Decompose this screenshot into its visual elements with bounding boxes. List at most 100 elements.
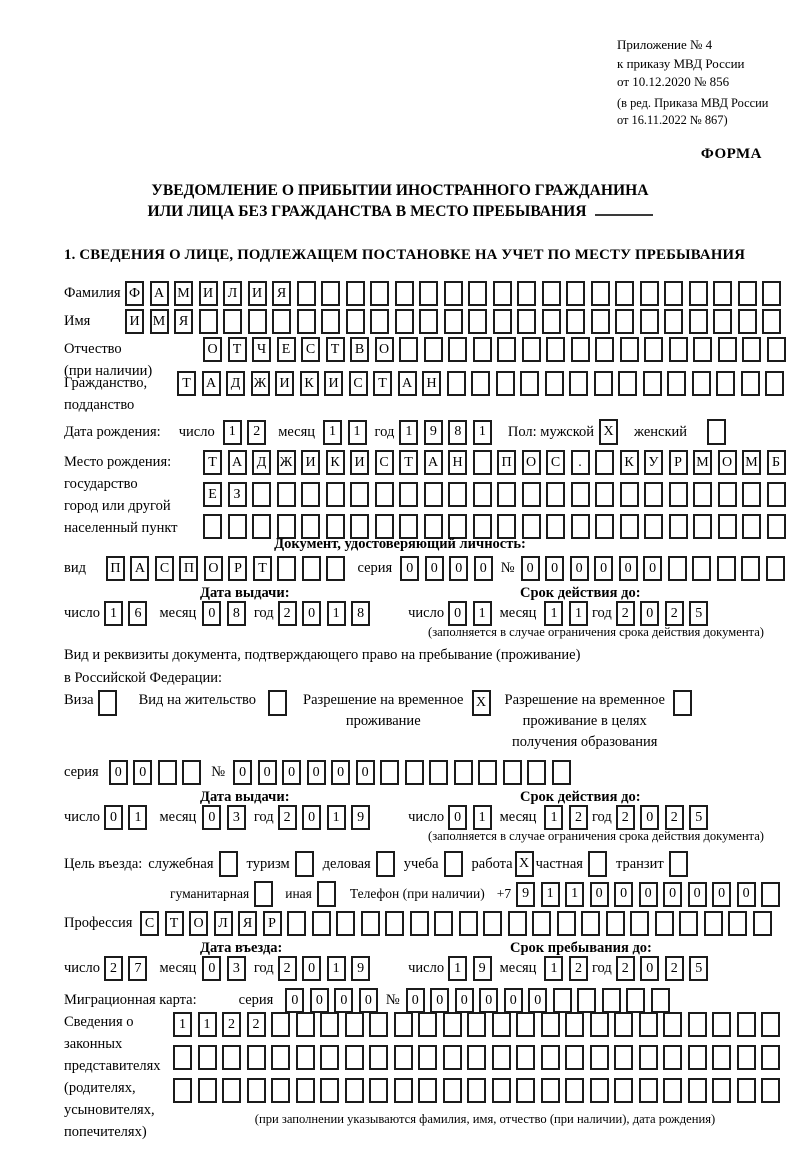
- char-cell[interactable]: [687, 1078, 707, 1103]
- char-cell[interactable]: [182, 760, 202, 785]
- char-cell[interactable]: [544, 371, 564, 396]
- char-cell[interactable]: [325, 482, 345, 507]
- char-cell[interactable]: [247, 309, 267, 334]
- char-cell[interactable]: [326, 556, 346, 581]
- char-cell[interactable]: 0: [479, 988, 499, 1013]
- char-cell[interactable]: Ж: [250, 371, 270, 396]
- char-cell[interactable]: 0: [687, 881, 707, 907]
- char-cell[interactable]: [468, 309, 487, 334]
- char-cell[interactable]: Ч: [252, 337, 271, 362]
- char-cell[interactable]: [478, 760, 498, 785]
- char-cell[interactable]: [448, 337, 467, 362]
- char-cell[interactable]: [717, 482, 737, 507]
- char-cell[interactable]: [497, 482, 516, 507]
- char-cell[interactable]: [668, 514, 688, 539]
- char-cell[interactable]: Ж: [276, 450, 296, 475]
- char-cell[interactable]: [527, 760, 547, 785]
- char-cell[interactable]: [740, 371, 760, 396]
- char-cell[interactable]: С: [348, 371, 368, 396]
- char-cell[interactable]: [393, 1045, 413, 1070]
- purpose-other-checkbox[interactable]: [316, 881, 336, 907]
- char-cell[interactable]: [688, 281, 708, 306]
- char-cell[interactable]: [693, 337, 712, 362]
- char-cell[interactable]: [423, 482, 443, 507]
- char-cell[interactable]: [495, 371, 515, 396]
- char-cell[interactable]: Н: [448, 450, 467, 475]
- char-cell[interactable]: [693, 482, 712, 507]
- char-cell[interactable]: Т: [227, 337, 247, 362]
- char-cell[interactable]: [765, 556, 785, 581]
- char-cell[interactable]: [737, 309, 757, 334]
- char-cell[interactable]: [453, 760, 473, 785]
- char-cell[interactable]: 2: [247, 419, 267, 445]
- char-cell[interactable]: 0: [736, 881, 756, 907]
- char-cell[interactable]: О: [203, 556, 223, 581]
- char-cell[interactable]: 1: [347, 419, 367, 445]
- char-cell[interactable]: [321, 309, 340, 334]
- char-cell[interactable]: [761, 1078, 780, 1103]
- char-cell[interactable]: [540, 1045, 560, 1070]
- char-cell[interactable]: [703, 911, 723, 936]
- char-cell[interactable]: [713, 309, 732, 334]
- char-cell[interactable]: [442, 1012, 462, 1037]
- char-cell[interactable]: 9: [516, 881, 536, 907]
- char-cell[interactable]: О: [717, 450, 737, 475]
- char-cell[interactable]: [569, 371, 588, 396]
- char-cell[interactable]: [630, 911, 649, 936]
- char-cell[interactable]: [350, 482, 369, 507]
- char-cell[interactable]: 1: [568, 601, 588, 626]
- char-cell[interactable]: [619, 482, 639, 507]
- char-cell[interactable]: Я: [174, 309, 193, 334]
- char-cell[interactable]: [566, 281, 585, 306]
- char-cell[interactable]: 0: [640, 601, 660, 626]
- char-cell[interactable]: [252, 514, 271, 539]
- char-cell[interactable]: [595, 482, 614, 507]
- char-cell[interactable]: [521, 482, 541, 507]
- char-cell[interactable]: [664, 281, 683, 306]
- char-cell[interactable]: [369, 1012, 388, 1037]
- char-cell[interactable]: 1: [448, 956, 468, 981]
- char-cell[interactable]: [472, 450, 492, 475]
- char-cell[interactable]: [626, 988, 646, 1013]
- char-cell[interactable]: [502, 760, 522, 785]
- char-cell[interactable]: [546, 514, 565, 539]
- char-cell[interactable]: Р: [228, 556, 248, 581]
- char-cell[interactable]: [491, 1078, 511, 1103]
- char-cell[interactable]: [467, 1045, 486, 1070]
- char-cell[interactable]: [570, 337, 590, 362]
- char-cell[interactable]: Р: [668, 450, 688, 475]
- char-cell[interactable]: [667, 556, 687, 581]
- char-cell[interactable]: С: [374, 450, 394, 475]
- char-cell[interactable]: А: [130, 556, 150, 581]
- char-cell[interactable]: [577, 988, 597, 1013]
- char-cell[interactable]: Е: [276, 337, 296, 362]
- char-cell[interactable]: 1: [399, 419, 419, 445]
- char-cell[interactable]: [570, 482, 590, 507]
- char-cell[interactable]: 2: [664, 956, 684, 981]
- char-cell[interactable]: [227, 514, 247, 539]
- char-cell[interactable]: [301, 514, 320, 539]
- char-cell[interactable]: [336, 911, 355, 936]
- char-cell[interactable]: О: [203, 337, 222, 362]
- char-cell[interactable]: [556, 911, 576, 936]
- char-cell[interactable]: [252, 482, 271, 507]
- char-cell[interactable]: [642, 371, 662, 396]
- char-cell[interactable]: 0: [202, 956, 222, 981]
- sex-male-checkbox[interactable]: X: [599, 419, 619, 445]
- char-cell[interactable]: 9: [351, 805, 371, 830]
- char-cell[interactable]: [761, 1045, 780, 1070]
- char-cell[interactable]: 1: [565, 881, 585, 907]
- char-cell[interactable]: У: [644, 450, 663, 475]
- char-cell[interactable]: [223, 309, 242, 334]
- char-cell[interactable]: [516, 1045, 535, 1070]
- char-cell[interactable]: О: [521, 450, 541, 475]
- char-cell[interactable]: К: [299, 371, 319, 396]
- char-cell[interactable]: А: [227, 450, 247, 475]
- char-cell[interactable]: [614, 1078, 633, 1103]
- char-cell[interactable]: [595, 337, 614, 362]
- char-cell[interactable]: 5: [689, 956, 709, 981]
- char-cell[interactable]: [443, 309, 463, 334]
- char-cell[interactable]: 0: [545, 556, 565, 581]
- char-cell[interactable]: [687, 1012, 707, 1037]
- char-cell[interactable]: [618, 371, 637, 396]
